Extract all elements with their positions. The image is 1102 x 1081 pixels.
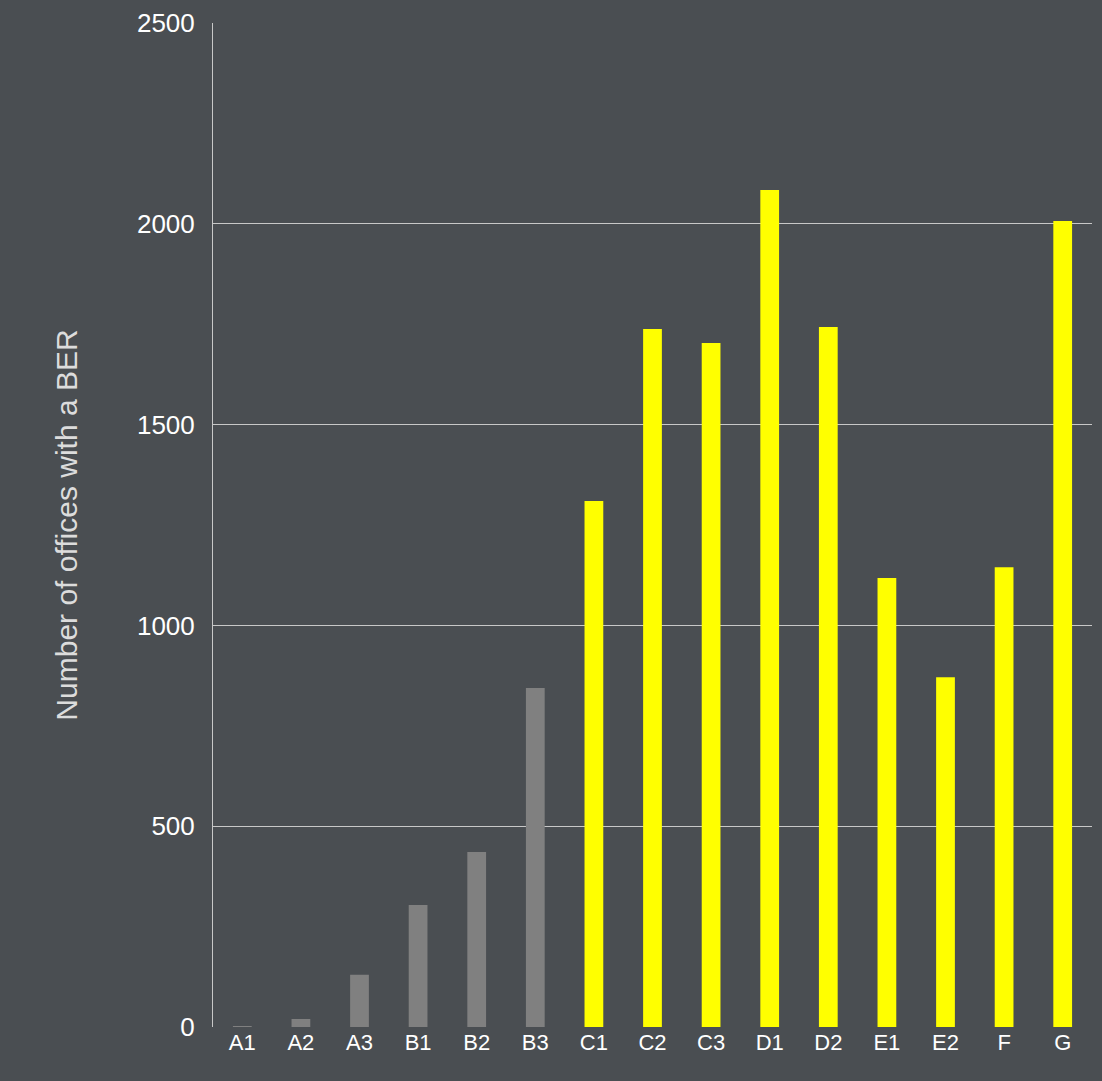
svg-text:2000: 2000 bbox=[137, 209, 195, 239]
svg-text:E1: E1 bbox=[873, 1030, 900, 1055]
svg-text:1000: 1000 bbox=[137, 611, 195, 641]
svg-text:1500: 1500 bbox=[137, 410, 195, 440]
svg-text:500: 500 bbox=[151, 811, 194, 841]
svg-text:C3: C3 bbox=[697, 1030, 725, 1055]
svg-text:C2: C2 bbox=[638, 1030, 666, 1055]
svg-text:A1: A1 bbox=[229, 1030, 256, 1055]
svg-text:D2: D2 bbox=[814, 1030, 842, 1055]
svg-text:B3: B3 bbox=[522, 1030, 549, 1055]
svg-text:A2: A2 bbox=[287, 1030, 314, 1055]
svg-text:A3: A3 bbox=[346, 1030, 373, 1055]
svg-text:B2: B2 bbox=[463, 1030, 490, 1055]
svg-text:C1: C1 bbox=[580, 1030, 608, 1055]
svg-text:2500: 2500 bbox=[137, 8, 195, 38]
svg-text:Number of offices with a BER: Number of offices with a BER bbox=[50, 329, 83, 720]
svg-text:E2: E2 bbox=[932, 1030, 959, 1055]
svg-text:G: G bbox=[1054, 1030, 1071, 1055]
svg-text:F: F bbox=[997, 1030, 1010, 1055]
svg-text:0: 0 bbox=[180, 1012, 194, 1042]
svg-text:D1: D1 bbox=[756, 1030, 784, 1055]
svg-text:B1: B1 bbox=[405, 1030, 432, 1055]
